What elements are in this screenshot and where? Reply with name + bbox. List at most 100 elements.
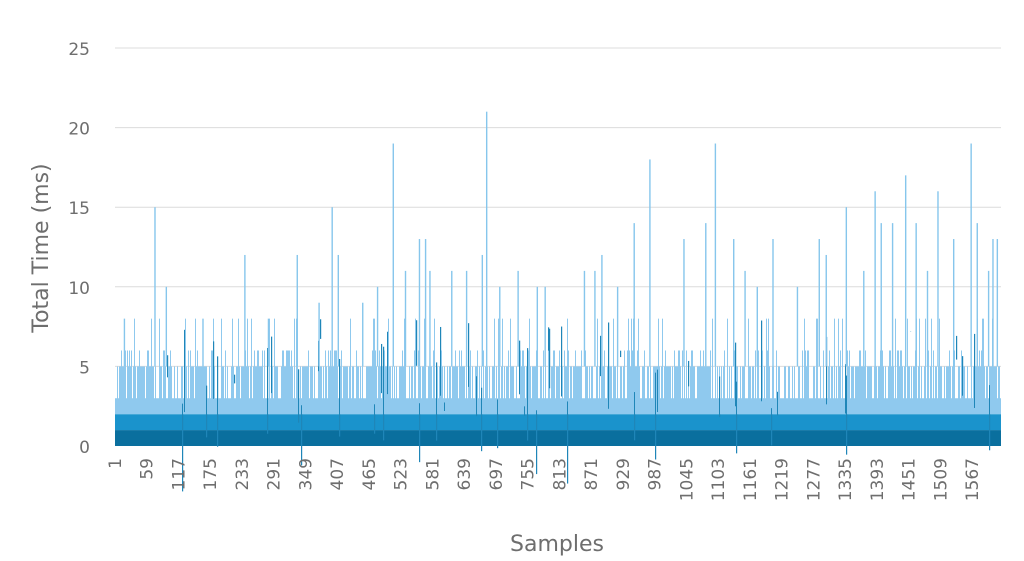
sample-bar-dark <box>962 356 964 396</box>
spike-bar <box>705 223 707 367</box>
sample-bar <box>980 366 981 415</box>
sample-bar <box>171 366 172 415</box>
sample-bar <box>524 366 525 415</box>
sample-bar <box>121 350 122 415</box>
sample-bar <box>626 398 627 415</box>
sample-bar <box>225 350 226 415</box>
spike-bar <box>996 239 999 367</box>
x-tick-label: 1 <box>106 458 126 469</box>
sample-bar <box>492 366 493 415</box>
sample-bar <box>782 398 783 415</box>
sample-bar <box>545 366 546 415</box>
y-tick-label: 25 <box>68 40 90 60</box>
sample-bar <box>450 366 451 415</box>
sample-bar <box>446 398 447 415</box>
spike-bar <box>818 239 820 367</box>
sample-bar-dark <box>184 329 186 413</box>
sample-bar <box>242 366 243 415</box>
sample-bar <box>259 366 260 415</box>
sample-bar <box>477 350 478 415</box>
sample-bar <box>244 366 245 415</box>
sample-bar <box>816 318 817 415</box>
sample-bar <box>508 350 509 415</box>
sample-bar <box>495 398 496 415</box>
x-tick-label: 755 <box>519 458 539 490</box>
x-tick-label: 1451 <box>900 458 920 501</box>
sample-bar <box>943 398 944 415</box>
sample-bar <box>151 318 152 415</box>
sample-bar <box>812 398 813 415</box>
sample-bar <box>623 366 624 415</box>
sample-bar <box>596 366 597 415</box>
sample-bar <box>358 366 359 415</box>
sample-bar <box>758 350 759 415</box>
sample-bar <box>373 318 374 415</box>
sample-bar <box>386 366 387 415</box>
sample-bar <box>740 366 741 415</box>
sample-bar <box>240 398 241 415</box>
sample-bar <box>518 398 519 415</box>
x-axis-ticks: 1 59 117 175 233 291 349 407 465 523 581 639 697 755 8… <box>106 458 983 501</box>
x-tick-label: 987 <box>646 458 666 490</box>
sample-bar-dark <box>688 360 690 387</box>
sample-bar <box>852 366 853 415</box>
sample-bar <box>255 366 256 415</box>
x-tick-label: 1219 <box>773 458 793 501</box>
sample-bar <box>890 350 891 415</box>
sample-bar <box>460 366 461 415</box>
sample-bar <box>507 366 508 415</box>
sample-bar <box>689 398 690 415</box>
sample-bar <box>975 366 976 415</box>
spike-bar <box>796 286 799 367</box>
sample-bar <box>153 366 154 415</box>
sample-bar <box>486 366 487 415</box>
sample-bar <box>589 366 590 415</box>
sample-bar <box>122 366 123 415</box>
sample-bar <box>752 366 753 415</box>
sample-bar <box>865 350 866 415</box>
sample-bar <box>459 350 460 415</box>
sample-bar <box>559 350 560 415</box>
sample-bar <box>651 398 652 415</box>
spike-bar <box>992 239 994 367</box>
sample-bar <box>833 398 834 415</box>
sample-bar <box>132 398 133 415</box>
sample-bar <box>410 398 411 415</box>
sample-bar <box>597 318 598 415</box>
sample-bar <box>467 398 468 415</box>
sample-bar <box>800 398 801 415</box>
sample-bar <box>152 366 153 415</box>
sample-bar <box>357 366 358 415</box>
sample-bar <box>790 398 791 415</box>
sample-bar <box>353 366 354 415</box>
sample-bar <box>910 398 911 415</box>
spike-bar <box>733 239 735 367</box>
sample-bar <box>875 366 876 415</box>
sample-bar <box>652 398 653 415</box>
sample-bar <box>763 398 764 415</box>
sample-bar <box>566 366 567 415</box>
sample-bar <box>256 366 257 415</box>
sample-bar <box>334 350 335 415</box>
sample-bar <box>712 318 713 415</box>
sample-bar <box>935 366 936 415</box>
sample-bar <box>329 366 330 415</box>
sample-bar <box>183 398 184 415</box>
sample-bar <box>805 350 806 415</box>
sample-bar <box>238 318 239 415</box>
sample-bar <box>613 318 614 415</box>
sample-bar <box>706 366 707 415</box>
sample-bar <box>257 350 258 415</box>
sample-bar <box>451 398 452 415</box>
sample-bar <box>322 398 323 415</box>
sample-bar <box>181 366 182 415</box>
sample-bar <box>741 398 742 415</box>
sample-bar <box>648 366 649 415</box>
sample-bar <box>583 398 584 415</box>
sample-bar <box>134 318 135 415</box>
sample-bar <box>188 350 189 415</box>
sample-bar <box>270 398 271 415</box>
sample-bar <box>250 366 251 415</box>
sample-bar <box>304 366 305 415</box>
sample-bar <box>915 350 916 415</box>
